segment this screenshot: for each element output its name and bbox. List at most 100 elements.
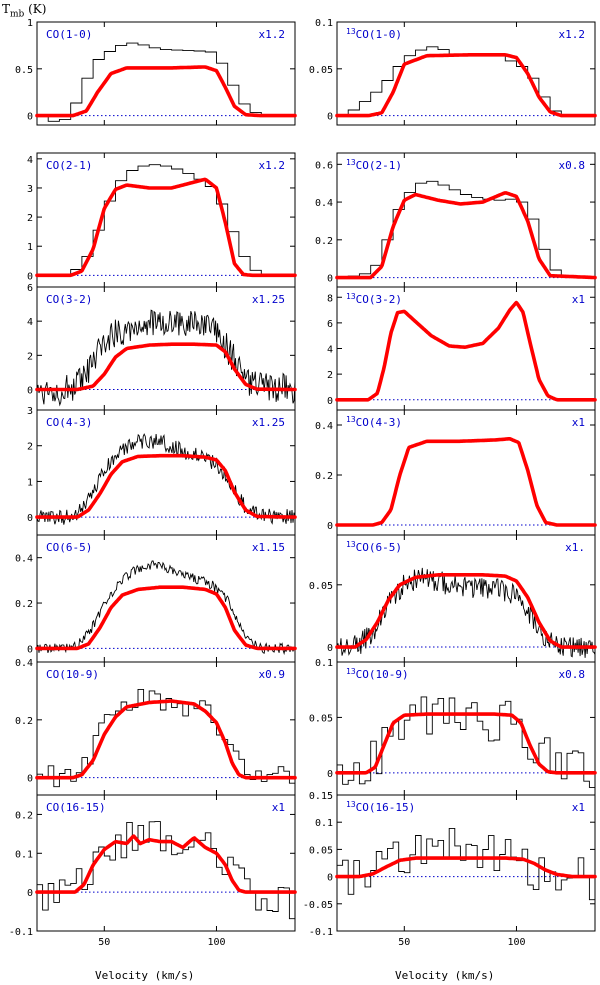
panel-left-1-frame bbox=[36, 21, 296, 126]
panel-left-6-ytick-label: 0 bbox=[27, 774, 33, 785]
panel-left-7-xtick-label: 50 bbox=[98, 937, 110, 948]
panel-left-3-observed-spectrum bbox=[36, 309, 296, 407]
panel-left-5-observed-spectrum bbox=[36, 560, 296, 656]
y-axis-title: Tmb (K) bbox=[2, 2, 46, 19]
panel-right-7-isotope-superscript: 13 bbox=[346, 800, 356, 809]
panel-left-7-ytick-label: -0.1 bbox=[9, 927, 33, 938]
panel-left-4-model-fit bbox=[35, 453, 297, 519]
panel-right-1-ytick-label: 0 bbox=[327, 112, 333, 123]
panel-right-1-frame bbox=[336, 21, 596, 126]
panel-left-7-xtick-label: 100 bbox=[207, 937, 225, 948]
panel-left-3-ytick-label: 4 bbox=[27, 317, 33, 328]
panel-right-2-observed-spectrum bbox=[337, 180, 595, 279]
panel-left-6-model-fit bbox=[35, 699, 297, 780]
panel-right-5-molecule-label: CO(6-5) bbox=[356, 541, 402, 554]
panel-left-5-ytick-label: 0.2 bbox=[15, 599, 33, 610]
panel-right-1-model-fit bbox=[335, 53, 597, 118]
panel-right-1-ytick-label: 0.1 bbox=[315, 18, 333, 29]
panel-right-3-ytick-label: 4 bbox=[327, 345, 333, 356]
panel-right-4-model-fit bbox=[335, 437, 597, 527]
panel-left-4-scale-factor: x1.25 bbox=[252, 416, 285, 429]
panel-left-2-line-label: CO(2-1) bbox=[46, 159, 92, 172]
panel-right-3-scale-factor: x1 bbox=[572, 293, 585, 306]
panel-left-6-observed-spectrum bbox=[37, 688, 295, 788]
panel-left-6-scale-factor: x0.9 bbox=[259, 668, 286, 681]
panel-right-3-ytick-label: 8 bbox=[327, 293, 333, 304]
panel-right-6-ytick-label: 0 bbox=[327, 769, 333, 780]
panel-left-5-scale-factor: x1.15 bbox=[252, 541, 285, 554]
panel-right-3-ytick-label: 2 bbox=[327, 370, 333, 381]
panel-left-3-ytick-label: 6 bbox=[27, 283, 33, 294]
panel-right-4-ytick-label: 0.2 bbox=[315, 471, 333, 482]
panel-right-6-ytick-label: 0.05 bbox=[309, 713, 333, 724]
panel-right-6-model-fit bbox=[335, 712, 597, 775]
panel-right-2-molecule-label: CO(2-1) bbox=[356, 159, 402, 172]
panel-right-5-scale-factor: x1. bbox=[565, 541, 585, 554]
panel-left-7-observed-spectrum bbox=[37, 821, 295, 920]
panel-left-2-ytick-label: 0 bbox=[27, 271, 33, 282]
panel-left-1-observed-spectrum bbox=[37, 42, 295, 122]
panel-left-7-scale-factor: x1 bbox=[272, 801, 285, 814]
panel-right-2-frame bbox=[336, 152, 596, 288]
panel-left-2-observed-spectrum bbox=[37, 164, 295, 276]
panel-left-2-ytick-label: 4 bbox=[27, 155, 33, 166]
panel-right-4-ytick-label: 0 bbox=[327, 521, 333, 532]
panel-left-1-ytick-label: 0 bbox=[27, 112, 33, 123]
panel-left-1-model-fit bbox=[35, 65, 297, 118]
panel-left-2-scale-factor: x1.2 bbox=[259, 159, 286, 172]
panel-right-2-isotope-superscript: 13 bbox=[346, 158, 356, 167]
panel-right-4-scale-factor: x1 bbox=[572, 416, 585, 429]
panel-left-6-ytick-label: 0.4 bbox=[15, 658, 33, 669]
panel-left-2-model-fit bbox=[35, 177, 297, 278]
panel-right-7-molecule-label: CO(16-15) bbox=[356, 801, 416, 814]
panel-left-4-observed-spectrum bbox=[36, 433, 296, 525]
panel-left-2-ytick-label: 3 bbox=[27, 184, 33, 195]
panel-right-7-ytick-label: -0.05 bbox=[303, 900, 333, 911]
panel-right-3-isotope-superscript: 13 bbox=[346, 292, 356, 301]
panel-right-2-scale-factor: x0.8 bbox=[559, 159, 586, 172]
x-axis-label-right: Velocity (km/s) bbox=[395, 969, 495, 982]
y-axis-unit: (K) bbox=[24, 2, 47, 16]
panel-right-3-line-label: 13CO(3-2) bbox=[346, 292, 402, 306]
panel-left-5-model-fit bbox=[35, 585, 297, 651]
panel-right-7-ytick-label: 0.1 bbox=[315, 818, 333, 829]
panel-right-3-molecule-label: CO(3-2) bbox=[356, 293, 402, 306]
panel-right-1-ytick-label: 0.05 bbox=[309, 65, 333, 76]
panel-right-6-molecule-label: CO(10-9) bbox=[356, 668, 409, 681]
panel-right-1-scale-factor: x1.2 bbox=[559, 28, 586, 41]
panel-left-4-ytick-label: 0 bbox=[27, 513, 33, 524]
panel-right-7-model-fit bbox=[335, 856, 597, 879]
panel-right-3-ytick-label: 6 bbox=[327, 319, 333, 330]
panel-left-1-ytick-label: 1 bbox=[27, 18, 33, 29]
panel-left-5-ytick-label: 0 bbox=[27, 644, 33, 655]
panel-right-7-observed-spectrum bbox=[337, 827, 595, 901]
panel-left-7-line-label: CO(16-15) bbox=[46, 801, 106, 814]
panel-right-2-ytick-label: 0.6 bbox=[315, 160, 333, 171]
panel-left-4-line-label: CO(4-3) bbox=[46, 416, 92, 429]
panel-left-4-ytick-label: 2 bbox=[27, 442, 33, 453]
panel-right-5-model-fit bbox=[335, 573, 597, 649]
panel-right-1-isotope-superscript: 13 bbox=[346, 27, 356, 36]
panel-left-7-model-fit bbox=[35, 834, 297, 894]
panel-left-4-ytick-label: 3 bbox=[27, 406, 33, 417]
panel-right-1-molecule-label: CO(1-0) bbox=[356, 28, 402, 41]
panel-right-2-model-fit bbox=[335, 191, 597, 280]
panel-right-6-observed-spectrum bbox=[337, 696, 595, 788]
panel-left-3-ytick-label: 2 bbox=[27, 351, 33, 362]
panel-right-7-xtick-label: 50 bbox=[398, 937, 410, 948]
panel-left-3-ytick-label: 0 bbox=[27, 386, 33, 397]
panel-left-7-ytick-label: 0 bbox=[27, 888, 33, 899]
panel-right-6-isotope-superscript: 13 bbox=[346, 667, 356, 676]
panel-right-2-ytick-label: 0 bbox=[327, 274, 333, 285]
panel-right-5-line-label: 13CO(6-5) bbox=[346, 540, 402, 554]
panel-right-7-ytick-label: 0.15 bbox=[309, 791, 333, 802]
panel-right-4-molecule-label: CO(4-3) bbox=[356, 416, 402, 429]
panel-right-7-frame bbox=[336, 794, 596, 932]
panel-left-3-scale-factor: x1.25 bbox=[252, 293, 285, 306]
panel-left-7-ytick-label: 0.2 bbox=[15, 810, 33, 821]
panel-right-2-ytick-label: 0.4 bbox=[315, 198, 333, 209]
panel-left-1-scale-factor: x1.2 bbox=[259, 28, 286, 41]
panel-left-5-ytick-label: 0.4 bbox=[15, 554, 33, 565]
panel-left-2-ytick-label: 1 bbox=[27, 242, 33, 253]
